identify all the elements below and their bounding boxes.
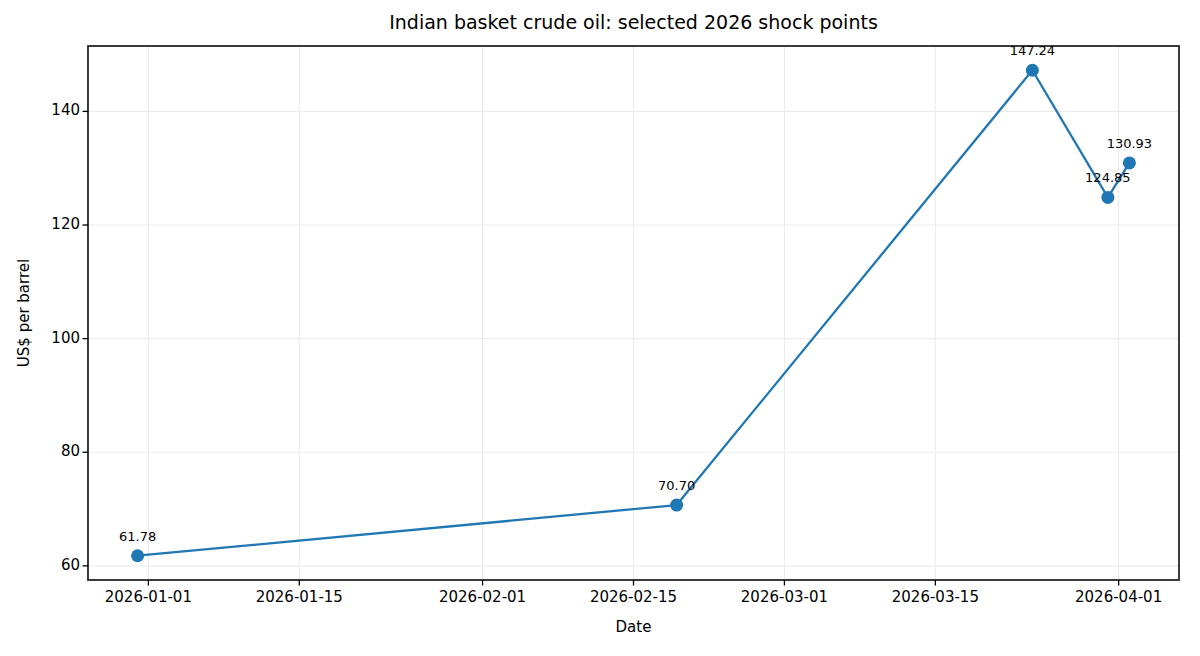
data-point-marker: [1123, 156, 1136, 169]
data-point-value-label: 70.70: [658, 479, 695, 493]
y-tick-label: 60: [30, 556, 80, 574]
x-tick-label: 2026-03-15: [892, 588, 979, 606]
y-tick-label: 140: [30, 101, 80, 119]
x-axis-label: Date: [88, 618, 1179, 636]
data-point-value-label: 147.24: [1010, 44, 1056, 58]
data-point-marker: [670, 499, 683, 512]
data-point-value-label: 124.85: [1085, 171, 1131, 185]
y-tick-label: 100: [30, 329, 80, 347]
y-tick-label: 80: [30, 442, 80, 460]
x-tick-label: 2026-03-01: [741, 588, 828, 606]
chart-title: Indian basket crude oil: selected 2026 s…: [88, 11, 1179, 33]
y-axis-label: US$ per barrel: [15, 259, 33, 367]
y-tick-label: 120: [30, 215, 80, 233]
data-point-value-label: 130.93: [1107, 137, 1153, 151]
x-tick-label: 2026-04-01: [1075, 588, 1162, 606]
x-tick-label: 2026-01-15: [256, 588, 343, 606]
data-point-marker: [131, 549, 144, 562]
plot-area: [0, 0, 1200, 656]
x-tick-label: 2026-01-01: [105, 588, 192, 606]
x-tick-label: 2026-02-15: [590, 588, 677, 606]
data-point-marker: [1101, 191, 1114, 204]
data-point-value-label: 61.78: [119, 530, 156, 544]
data-point-marker: [1026, 64, 1039, 77]
x-tick-label: 2026-02-01: [439, 588, 526, 606]
line-chart-figure: Indian basket crude oil: selected 2026 s…: [0, 0, 1200, 656]
